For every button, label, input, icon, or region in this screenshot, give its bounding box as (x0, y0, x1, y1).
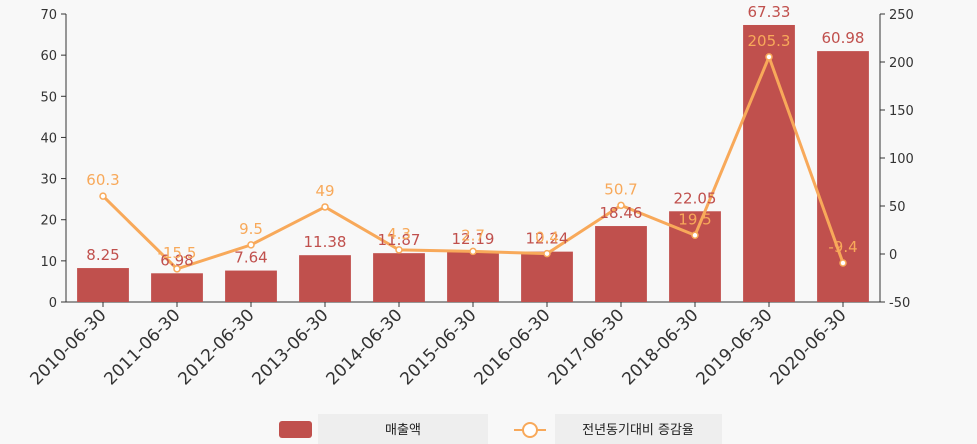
y-right-tick-label: 0 (889, 248, 897, 263)
bar (669, 211, 721, 302)
bar-data-label: 60.98 (822, 29, 865, 47)
x-tick-label: 2016-06-30 (471, 305, 555, 389)
line-data-label: 50.7 (604, 180, 637, 198)
y-left-tick-label: 30 (40, 173, 57, 188)
bar (225, 270, 277, 302)
line-point (247, 241, 255, 249)
line-data-label: 0.4 (535, 229, 559, 247)
legend-line-label: 전년동기대비 증감율 (582, 423, 694, 438)
bar-data-label: 8.25 (86, 246, 119, 264)
y-left-tick-label: 70 (40, 8, 57, 23)
y-left-tick-label: 10 (40, 255, 57, 270)
line-point (469, 247, 477, 256)
line-point (395, 246, 403, 254)
x-tick-label: 2012-06-30 (175, 305, 259, 389)
line-point (543, 249, 551, 258)
y-right-tick-label: 200 (889, 56, 914, 71)
x-tick-label: 2010-06-30 (27, 305, 111, 389)
bar-data-label: 12.24 (526, 230, 569, 248)
y-left-tick-label: 0 (49, 296, 57, 311)
y-left-tick-label: 20 (40, 214, 57, 229)
bar-data-label: 22.05 (674, 189, 717, 207)
line-point (765, 53, 773, 61)
y-right-tick-label: 50 (889, 200, 906, 215)
x-tick-label: 2018-06-30 (619, 305, 703, 389)
line-point (691, 231, 699, 240)
bar (743, 24, 795, 303)
legend-bar-label: 매출액 (385, 423, 421, 438)
line-data-label: 49 (315, 182, 334, 200)
line-data-label: 205.3 (748, 32, 791, 50)
y-left-tick-label: 50 (40, 90, 57, 105)
x-tick-label: 2014-06-30 (323, 305, 407, 389)
y-left-tick-label: 40 (40, 131, 57, 146)
line-point (617, 201, 625, 210)
bar-data-label: 11.38 (304, 233, 347, 251)
line-data-label: 9.5 (239, 220, 263, 238)
bar (373, 253, 425, 302)
legend-bar-swatch (279, 421, 312, 438)
line-point (321, 203, 329, 211)
line-point (99, 192, 107, 200)
line-point (173, 265, 181, 273)
line-point (839, 259, 847, 267)
line-data-label: 60.3 (86, 171, 119, 189)
bar-data-label: 6.98 (160, 251, 193, 269)
y-right-tick-label: 100 (889, 152, 914, 167)
legend-line-marker (522, 422, 538, 438)
line-data-label: 4.3 (387, 225, 411, 243)
bar (151, 273, 203, 302)
x-tick-label: 2011-06-30 (101, 305, 185, 389)
bar-data-label: 11.87 (378, 231, 421, 249)
line-data-label: -9.4 (828, 238, 857, 256)
y-right-tick-label: 250 (889, 8, 914, 23)
x-tick-label: 2017-06-30 (545, 305, 629, 389)
legend-swatch-bg-1 (318, 414, 488, 444)
y-right-tick-label: 150 (889, 104, 914, 119)
legend-swatch-bg-2 (555, 414, 722, 444)
bar-data-label: 7.64 (234, 249, 267, 267)
line-data-label: -15.5 (158, 244, 197, 262)
bar-data-label: 67.33 (748, 3, 791, 21)
y-left-tick-label: 60 (40, 49, 57, 64)
x-tick-label: 2015-06-30 (397, 305, 481, 389)
bar (77, 268, 129, 302)
line-data-label: 19.5 (678, 210, 711, 228)
bar-data-label: 18.46 (600, 204, 643, 222)
legend: 매출액 전년동기대비 증감율 (279, 414, 722, 444)
x-tick-label: 2013-06-30 (249, 305, 333, 389)
x-tick-label: 2020-06-30 (767, 305, 851, 389)
bar-data-label: 12.19 (452, 230, 495, 248)
x-tick-label: 2019-06-30 (693, 305, 777, 389)
line-data-label: 2.7 (461, 226, 485, 244)
y-right-tick-label: -50 (889, 296, 910, 311)
bar (521, 251, 573, 302)
bar (299, 255, 351, 302)
bar (595, 226, 647, 302)
bar (447, 251, 499, 302)
